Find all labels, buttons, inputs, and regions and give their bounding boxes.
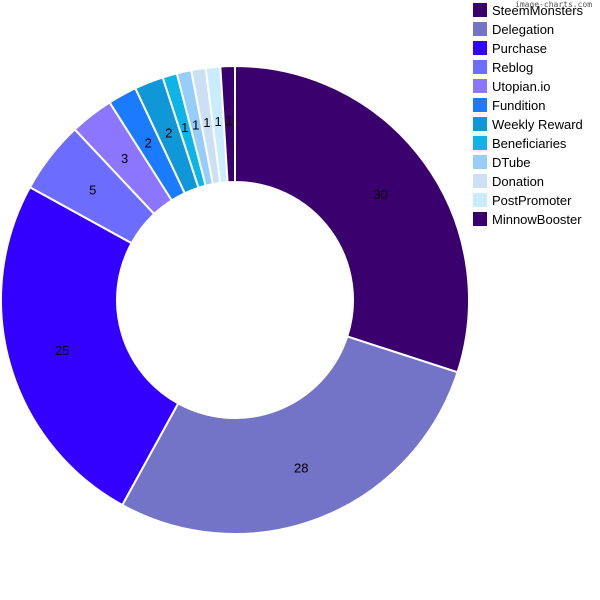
legend-swatch-purchase (473, 41, 487, 55)
legend-item-minnowbooster: MinnowBooster (473, 212, 582, 227)
legend-label-utopian-io: Utopian.io (492, 79, 551, 94)
legend-label-dtube: DTube (492, 155, 531, 170)
slice-value-label-weekly-reward: 2 (165, 126, 172, 141)
legend-label-purchase: Purchase (492, 41, 547, 56)
slice-steemmonsters (234, 64, 470, 374)
legend-swatch-weekly-reward (473, 117, 487, 131)
legend-item-steemmonsters: SteemMonsters (473, 3, 584, 18)
legend-swatch-minnowbooster (473, 212, 487, 226)
chart-legend: SteemMonsters Delegation Purchase Reblog Uto… (473, 3, 584, 227)
legend-item-fundition: Fundition (473, 98, 545, 113)
legend-item-donation: Donation (473, 174, 544, 189)
slice-value-label-fundition: 2 (145, 135, 152, 150)
slice-value-label-postpromoter: 1 (214, 114, 221, 129)
slice-value-label-utopian-io: 3 (121, 151, 128, 166)
legend-swatch-donation (473, 174, 487, 188)
slice-value-label-donation: 1 (203, 115, 210, 130)
legend-item-reblog: Reblog (473, 60, 533, 75)
legend-item-weekly-reward: Weekly Reward (473, 117, 583, 132)
legend-swatch-beneficiaries (473, 136, 487, 150)
legend-swatch-postpromoter (473, 193, 487, 207)
slice-value-label-beneficiaries: 1 (181, 120, 188, 135)
slice-value-label-purchase: 25 (55, 343, 69, 358)
legend-swatch-steemmonsters (473, 3, 487, 17)
legend-item-beneficiaries: Beneficiaries (473, 136, 567, 151)
legend-swatch-reblog (473, 60, 487, 74)
legend-label-beneficiaries: Beneficiaries (492, 136, 567, 151)
legend-item-postpromoter: PostPromoter (473, 193, 572, 208)
legend-item-purchase: Purchase (473, 41, 547, 56)
slice-value-label-reblog: 5 (89, 183, 96, 198)
slice-value-label-steemmonsters: 30 (373, 187, 387, 202)
legend-swatch-utopian-io (473, 79, 487, 93)
legend-label-donation: Donation (492, 174, 544, 189)
legend-label-delegation: Delegation (492, 22, 554, 37)
legend-label-weekly-reward: Weekly Reward (492, 117, 583, 132)
legend-label-reblog: Reblog (492, 60, 533, 75)
watermark-text: image-charts.com (515, 0, 592, 9)
slice-purchase (0, 185, 180, 507)
slice-value-label-dtube: 1 (192, 117, 199, 132)
slice-value-label-minnowbooster: 1 (226, 113, 233, 128)
legend-label-minnowbooster: MinnowBooster (492, 212, 582, 227)
donut-slices (0, 64, 470, 535)
legend-label-steemmonsters: SteemMonsters (492, 3, 584, 18)
legend-swatch-delegation (473, 22, 487, 36)
legend-swatch-fundition (473, 98, 487, 112)
legend-label-postpromoter: PostPromoter (492, 193, 572, 208)
slice-minnowbooster (219, 64, 236, 184)
legend-label-fundition: Fundition (492, 98, 545, 113)
legend-item-dtube: DTube (473, 155, 531, 170)
legend-item-delegation: Delegation (473, 22, 554, 37)
slice-delegation (120, 335, 459, 535)
legend-swatch-dtube (473, 155, 487, 169)
legend-item-utopian-io: Utopian.io (473, 79, 551, 94)
slice-value-label-delegation: 28 (294, 460, 308, 475)
